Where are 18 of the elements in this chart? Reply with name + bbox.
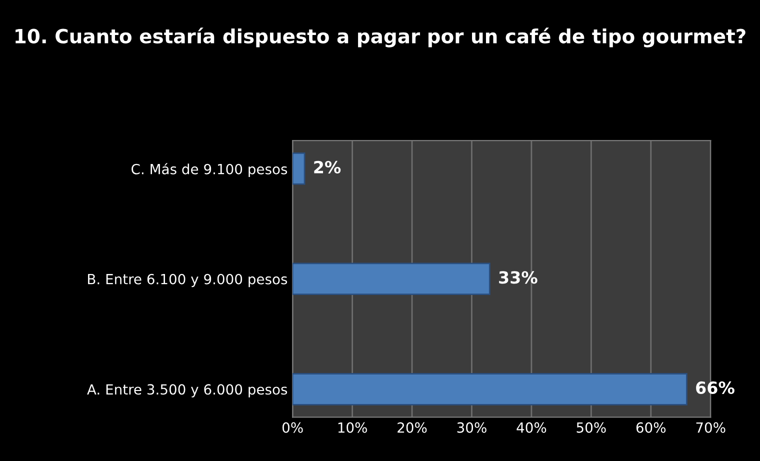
x-tick-label: 70% [696,422,726,433]
chart-title: 10. Cuanto estaría dispuesto a pagar por un café de tipo gourmet? [16,28,746,48]
data-label: 33% [499,271,538,284]
x-tick-label: 30% [457,422,486,433]
bar [292,262,490,296]
y-tick-label: B. Entre 6.100 y 9.000 pesos [88,274,288,288]
y-tick-label: C. Más de 9.100 pesos [132,163,288,178]
x-tick-label: 60% [636,422,666,433]
x-tick-label: 40% [516,422,546,433]
x-tick-label: 10% [338,422,367,433]
x-tick-label: 0% [282,422,303,433]
y-tick-label: A. Entre 3.500 y 6.000 pesos [87,384,288,398]
bar [292,152,306,185]
data-label: 2% [314,160,341,174]
x-tick-label: 20% [398,422,427,433]
x-tick-label: 50% [576,422,606,433]
data-label: 66% [696,381,734,394]
bar [292,373,688,406]
